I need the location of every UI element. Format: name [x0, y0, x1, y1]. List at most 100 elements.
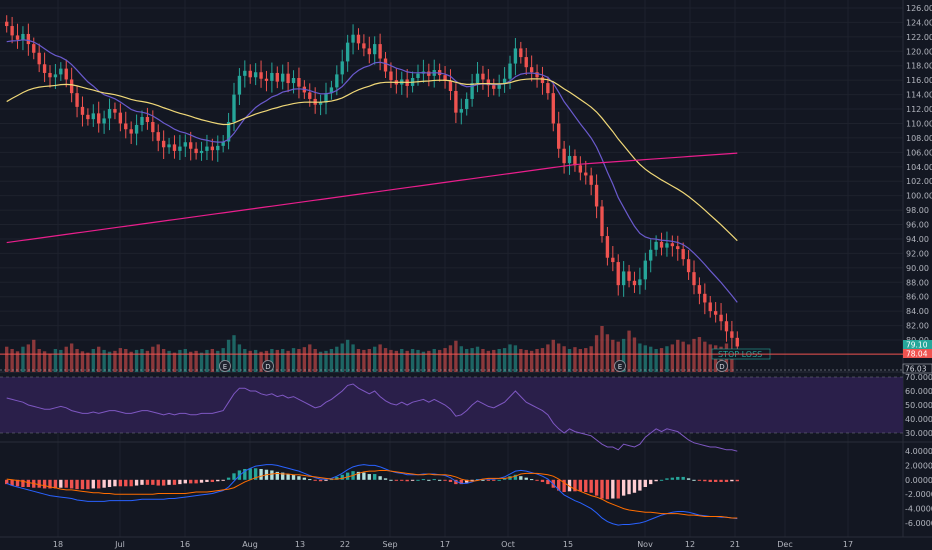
candle[interactable]: [481, 65, 485, 90]
candle[interactable]: [502, 67, 507, 93]
candle[interactable]: [697, 277, 702, 305]
candle[interactable]: [540, 66, 545, 95]
candle[interactable]: [345, 34, 350, 72]
candle[interactable]: [362, 34, 366, 57]
time-axis[interactable]: 18 Jul 16 Aug 13 22 Sep 17 Oct 15 Nov 12 21 Dec 17: [53, 540, 853, 549]
candle[interactable]: [75, 85, 79, 118]
candle[interactable]: [524, 47, 528, 75]
candle[interactable]: [713, 302, 718, 323]
candle[interactable]: [118, 103, 123, 132]
candle[interactable]: [140, 110, 144, 132]
candle[interactable]: [167, 137, 171, 154]
candle[interactable]: [59, 62, 63, 81]
macd-pane[interactable]: [5, 464, 739, 526]
candle[interactable]: [400, 71, 404, 95]
candle[interactable]: [91, 104, 95, 127]
candle[interactable]: [394, 68, 399, 94]
candle[interactable]: [270, 62, 274, 93]
candle[interactable]: [513, 38, 518, 76]
candle[interactable]: [546, 76, 550, 100]
candle[interactable]: [297, 67, 301, 99]
candle[interactable]: [356, 28, 361, 50]
candle[interactable]: [5, 15, 9, 33]
candle[interactable]: [351, 24, 355, 55]
candle[interactable]: [226, 112, 231, 150]
event-marker-dividend[interactable]: D: [262, 360, 274, 372]
candle[interactable]: [432, 59, 436, 88]
candle[interactable]: [281, 64, 285, 90]
candle[interactable]: [686, 250, 691, 280]
candle[interactable]: [535, 64, 539, 88]
candle[interactable]: [584, 160, 588, 185]
candle[interactable]: [134, 114, 139, 146]
candle[interactable]: [107, 98, 112, 131]
candle[interactable]: [259, 60, 263, 88]
candle[interactable]: [421, 59, 426, 83]
candle[interactable]: [459, 98, 463, 125]
candle[interactable]: [486, 69, 491, 97]
candle[interactable]: [621, 261, 626, 297]
candle[interactable]: [665, 231, 669, 257]
candle[interactable]: [113, 102, 117, 120]
candle[interactable]: [10, 16, 14, 44]
candle[interactable]: [594, 174, 599, 219]
candle[interactable]: [26, 23, 31, 56]
candle[interactable]: [589, 167, 593, 196]
candle[interactable]: [529, 55, 534, 82]
candle[interactable]: [378, 33, 382, 71]
candle[interactable]: [80, 96, 85, 127]
candle[interactable]: [318, 94, 323, 116]
candle[interactable]: [367, 36, 371, 64]
candle[interactable]: [264, 70, 269, 92]
candle[interactable]: [313, 87, 317, 114]
candle[interactable]: [102, 110, 106, 134]
candle[interactable]: [15, 23, 20, 49]
candle[interactable]: [703, 283, 707, 315]
candle[interactable]: [32, 37, 36, 60]
stop-loss-line[interactable]: STOP LOSS: [0, 348, 903, 371]
candle[interactable]: [340, 49, 344, 84]
candle[interactable]: [129, 121, 133, 144]
candle[interactable]: [216, 135, 220, 162]
candle[interactable]: [324, 82, 328, 115]
candle[interactable]: [616, 254, 620, 296]
candle[interactable]: [199, 141, 204, 161]
candle[interactable]: [611, 246, 615, 272]
candle[interactable]: [64, 59, 68, 88]
candle[interactable]: [670, 235, 675, 257]
candle[interactable]: [253, 63, 258, 86]
candle[interactable]: [194, 142, 198, 160]
candle[interactable]: [632, 271, 637, 293]
candle[interactable]: [708, 295, 712, 318]
candle[interactable]: [508, 55, 512, 90]
candle[interactable]: [643, 252, 647, 290]
candle[interactable]: [627, 264, 631, 288]
candle[interactable]: [189, 131, 193, 161]
candle[interactable]: [286, 61, 290, 93]
candle[interactable]: [573, 149, 577, 172]
candle[interactable]: [492, 78, 496, 96]
candle[interactable]: [681, 242, 685, 266]
candle[interactable]: [405, 69, 409, 98]
candle[interactable]: [676, 235, 680, 261]
candle[interactable]: [183, 134, 187, 157]
candle[interactable]: [210, 138, 215, 161]
candle[interactable]: [48, 65, 52, 88]
candle[interactable]: [329, 80, 334, 100]
price-pane[interactable]: [5, 15, 739, 353]
candle[interactable]: [37, 43, 41, 73]
event-marker-earnings[interactable]: E: [219, 360, 231, 372]
candle[interactable]: [551, 84, 555, 132]
candle[interactable]: [178, 134, 182, 160]
candle[interactable]: [659, 232, 664, 256]
event-marker-earnings[interactable]: E: [614, 360, 626, 372]
candle[interactable]: [308, 83, 312, 107]
event-marker-dividend[interactable]: D: [716, 360, 728, 372]
candle[interactable]: [275, 66, 279, 89]
candle[interactable]: [145, 107, 150, 130]
candle[interactable]: [649, 239, 653, 273]
candle[interactable]: [389, 62, 393, 88]
candle[interactable]: [454, 83, 458, 124]
